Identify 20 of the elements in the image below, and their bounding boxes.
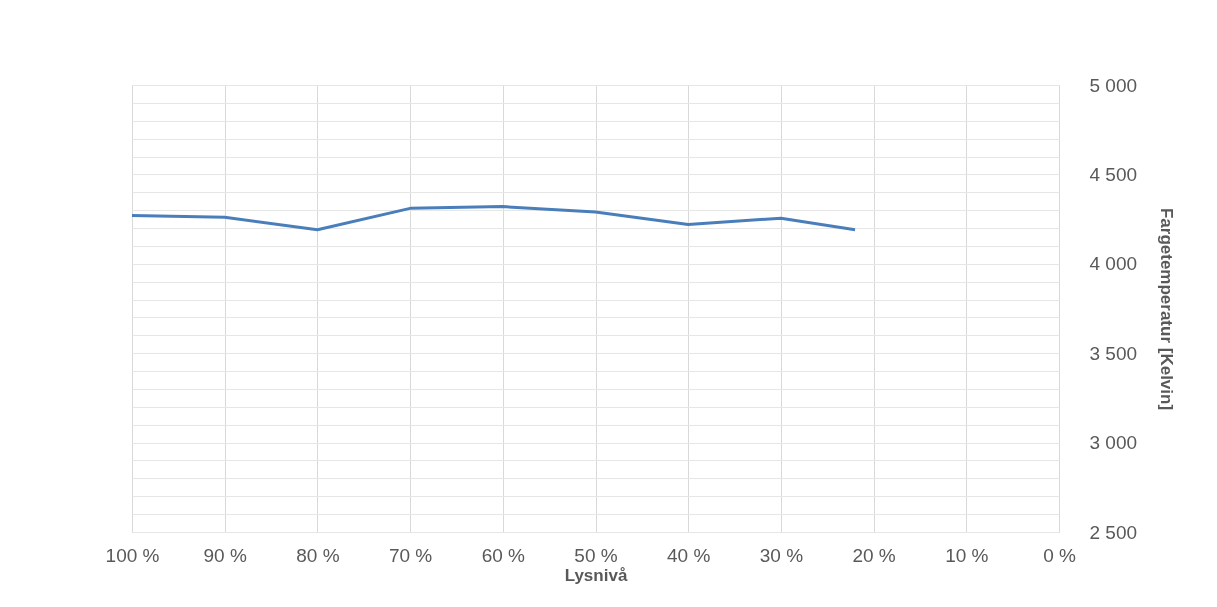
y-tick-label: 5 000 [1089,74,1138,96]
y-tick-label: 4 500 [1089,163,1138,185]
x-tick-label: 50 % [574,544,618,566]
x-tick-label: 80 % [296,544,340,566]
y-tick-label: 3 000 [1089,432,1138,454]
x-tick-label: 30 % [759,544,804,566]
x-tick-label: 60 % [481,544,526,566]
x-tick-label: 40 % [667,544,711,566]
x-tick-label: 90 % [203,544,247,566]
x-tick-label: 10 % [945,544,989,566]
x-tick-label: 100 % [105,544,160,566]
x-axis-title: Lysnivå [564,565,628,585]
y-tick-label: 4 000 [1089,253,1138,275]
y-tick-label: 2 500 [1089,521,1138,543]
y-axis-title: Fargetemperatur [Kelvin] [1157,207,1177,411]
y-tick-label: 3 500 [1089,342,1138,364]
x-tick-label: 70 % [388,544,433,566]
line-series [130,205,857,232]
x-tick-label: 0 % [1043,544,1076,566]
x-tick-label: 20 % [852,544,896,566]
